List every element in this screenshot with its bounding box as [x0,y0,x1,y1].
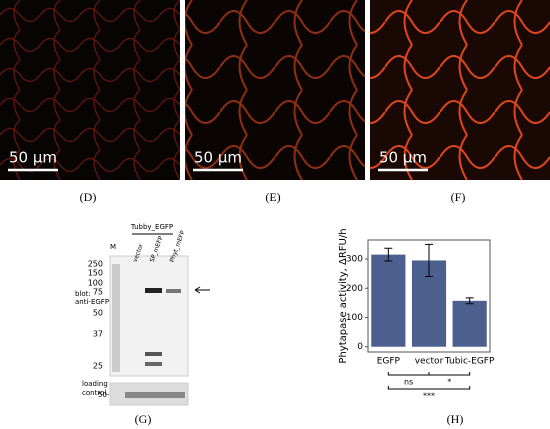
panel-label: (E) [265,190,280,204]
significance-bracket [387,386,471,390]
marker-label: 25 [93,362,103,371]
bar [371,254,406,347]
group-label: Tubby_EGFP [130,223,173,231]
significance-bracket [428,372,471,376]
panel-f [370,0,550,180]
marker-label: 250 [88,260,103,269]
scale-bar-label: 50 μm [379,149,427,167]
y-axis-label: Phytapase activity, ΔRFU/h [338,228,349,363]
marker-label: 150 [88,269,103,278]
error-bar [465,297,474,305]
lane-label: M [110,243,116,251]
blot-label: anti-EGFP [75,298,109,306]
y-tick-label: 300 [346,255,363,265]
significance-label: ns [404,378,413,387]
marker-label: 50 [93,309,103,318]
bar [452,300,487,347]
significance-bracket [387,372,430,376]
y-tick-label: 100 [346,313,363,323]
loading-label: loading [82,380,108,388]
panel-label: (D) [80,190,97,204]
blot [109,233,210,406]
error-bar [425,243,433,278]
y-tick-label: 200 [346,284,363,294]
panel-label: (F) [451,190,466,204]
scale-bar-label: 50 μm [9,149,57,167]
significance-label: *** [423,392,435,401]
marker-label: 37 [93,330,103,339]
loading-label: control [82,389,106,397]
panel-label: (G) [135,412,152,426]
significance-label: * [447,378,451,387]
panel-label: (H) [447,412,464,426]
panel-e [185,0,365,180]
x-tick-label: EGFP [377,357,401,367]
error-bar [384,247,393,262]
marker-label: 100 [88,279,103,288]
marker-label: 50- [98,391,110,399]
blot-label: blot: [75,290,91,298]
scale-bar-label: 50 μm [194,149,242,167]
marker-label: 75 [93,288,103,297]
panel-d [0,0,180,180]
y-tick-label: 0 [357,342,363,352]
x-tick-label: Tubic-EGFP [444,357,495,367]
x-tick-label: vector [415,357,444,367]
